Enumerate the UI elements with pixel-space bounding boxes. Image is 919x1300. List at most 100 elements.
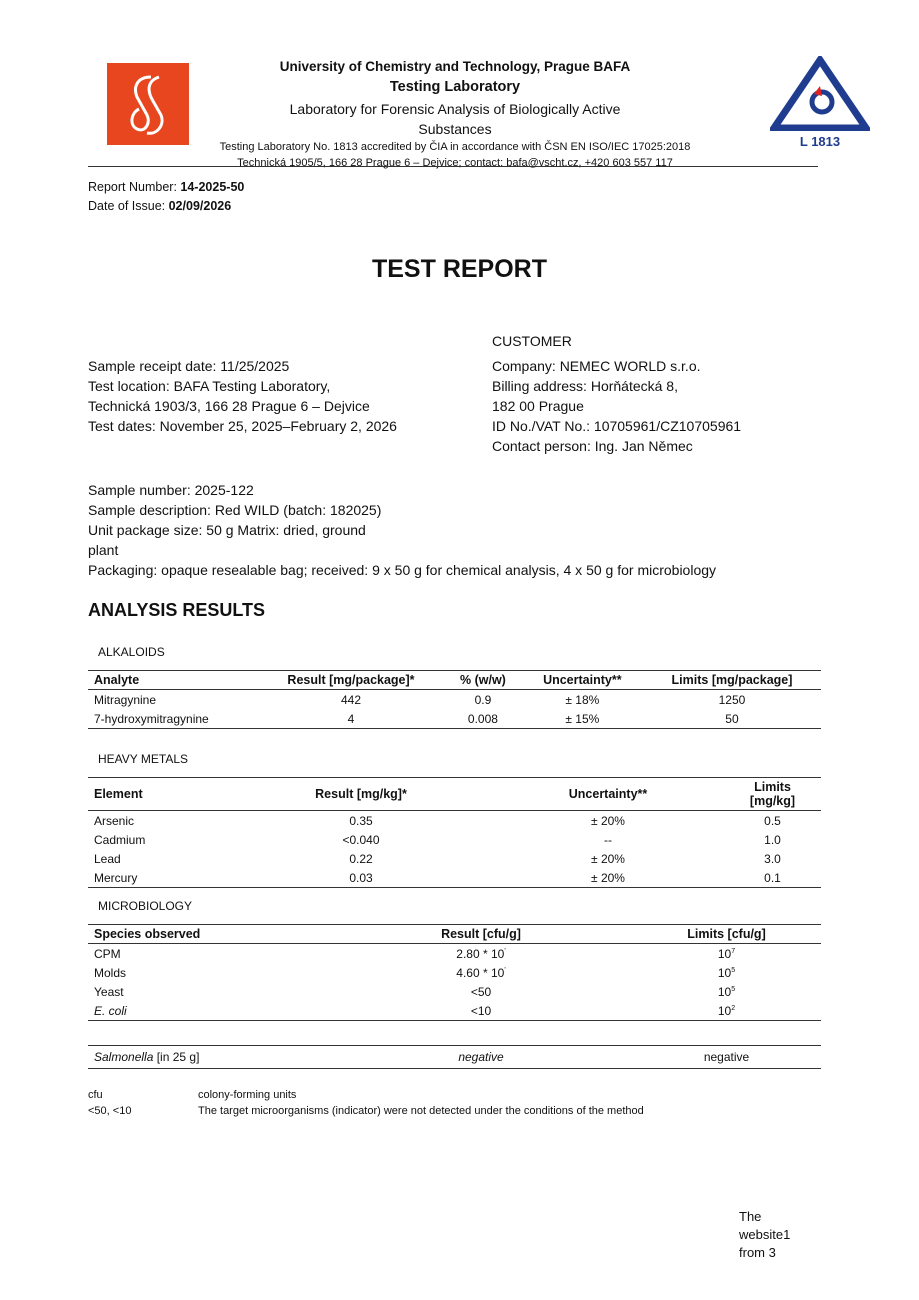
cell: 105 <box>632 963 821 982</box>
result: <10 <box>470 1003 492 1018</box>
table-row: Yeast <50 105 <box>88 982 821 1001</box>
table-header: Element Result [mg/kg]* Uncertainty** Li… <box>88 777 821 811</box>
results-heading: ANALYSIS RESULTS <box>88 600 266 620</box>
result: 4.60 * 10 <box>456 965 505 980</box>
alkaloids-table: Analyte Result [mg/package]* % (w/w) Unc… <box>88 670 821 729</box>
salmonella-label: Salmonella <box>94 1050 154 1064</box>
report-title: TEST REPORT <box>371 255 547 283</box>
limit: 10 <box>717 984 732 999</box>
table-row: Mitragynine 442 0.9 ± 18% 1250 <box>88 690 821 710</box>
sample-number: Sample number: 2025-122 <box>88 482 254 498</box>
cell: Lead <box>94 851 121 866</box>
micro-table: Species observed Result [cfu/g] Limits [… <box>88 924 821 1021</box>
alkaloids-heading: ALKALOIDS <box>98 645 165 659</box>
report-number-value: 14-2025-50 <box>180 180 245 194</box>
customer-company: Company: NEMEC WORLD s.r.o. <box>492 358 701 374</box>
species: Molds <box>94 965 127 980</box>
test-address: Technická 1903/3, 166 28 Prague 6 – Dejv… <box>88 398 370 414</box>
table-row: Molds 4.60 * 10' 105 <box>88 963 821 982</box>
table-row: Arsenic 0.35 ± 20% 0.5 <box>88 811 821 831</box>
note-row: <50, <10 The target microorganisms (indic… <box>88 1103 644 1119</box>
customer-heading: CUSTOMER <box>492 333 572 349</box>
limit: 10 <box>717 946 732 961</box>
col-limits: Limits [mg/package] <box>642 670 821 690</box>
cell: 7-hydroxymitragynine <box>88 709 258 729</box>
note-def: colony-forming units <box>198 1089 297 1101</box>
cell: E. coli <box>88 1001 330 1021</box>
table-row: Cadmium <0.040 -- 1.0 <box>88 830 821 849</box>
metals-heading: HEAVY METALS <box>98 752 189 766</box>
cell: 4.60 * 10' <box>330 963 632 982</box>
col-percent: % (w/w) <box>444 670 522 690</box>
result-exponent: ' <box>504 966 506 974</box>
cell: 4 <box>257 709 445 729</box>
issue-date: Date of Issue: 02/09/2026 <box>88 197 244 216</box>
cell: 0.9 <box>474 692 492 707</box>
table-row: Mercury 0.03 ± 20% 0.1 <box>88 868 821 888</box>
limit-exponent: 2 <box>731 1004 736 1012</box>
lab-full-name: Laboratory for Forensic Analysis of Biol… <box>289 101 621 137</box>
salmonella-table: Salmonella [in 25 g] negative negative <box>88 1045 821 1069</box>
test-location: Test location: BAFA Testing Laboratory, <box>88 378 331 394</box>
result-exponent: ' <box>504 947 506 955</box>
cell: 2.80 * 10' <box>330 944 632 964</box>
test-dates: Test dates: November 25, 2025–February 2… <box>88 418 397 434</box>
table-header: Analyte Result [mg/package]* % (w/w) Unc… <box>88 670 821 690</box>
table-row: 7-hydroxymitragynine 4 0.008 ± 15% 50 <box>88 709 821 729</box>
customer-billing: Billing address: Horňátecká 8, <box>492 378 678 394</box>
table-header: Species observed Result [cfu/g] Limits [… <box>88 924 821 944</box>
customer-city: 182 00 Prague <box>492 398 584 414</box>
cell: 107 <box>632 944 821 964</box>
accreditation-badge: L 1813 <box>767 53 873 149</box>
cell: Mercury <box>88 868 230 888</box>
table-row: E. coli <10 102 <box>88 1001 821 1021</box>
cell: 0.1 <box>724 868 821 888</box>
cell: -- <box>604 832 612 847</box>
cell: Arsenic <box>94 813 135 828</box>
cell: ± 20% <box>591 851 625 866</box>
issue-date-label: Date of Issue: <box>88 199 169 213</box>
cell: 0.35 <box>349 813 373 828</box>
issue-date-value: 02/09/2026 <box>168 199 232 213</box>
customer-info: CUSTOMER Company: NEMEC WORLD s.r.o. Bil… <box>492 331 741 456</box>
cell: Mitragynine <box>94 692 157 707</box>
limit-exponent: 5 <box>731 966 736 974</box>
cell: <0.040 <box>342 832 380 847</box>
salmonella-result: negative <box>458 1050 504 1064</box>
salmonella-limit: negative <box>632 1045 821 1069</box>
cell: ± 18% <box>565 692 600 707</box>
result: <50 <box>470 984 492 999</box>
footer-line: website1 <box>739 1227 791 1242</box>
cell: Yeast <box>88 982 330 1001</box>
notes: cfu colony-forming units <50, <10 The targ… <box>88 1087 644 1119</box>
package-size-cont: plant <box>88 542 119 558</box>
col-result: Result [mg/package]* <box>257 670 445 690</box>
package-size: Unit package size: 50 g Matrix: dried, g… <box>88 522 366 538</box>
cell: 442 <box>340 692 361 707</box>
report-number: Report Number: 14-2025-50 <box>88 178 244 197</box>
cell: CPM <box>88 944 330 964</box>
cell: 0.03 <box>230 868 492 888</box>
table-row: CPM 2.80 * 10' 107 <box>88 944 821 964</box>
cell: Molds <box>88 963 330 982</box>
metals-table: Element Result [mg/kg]* Uncertainty** Li… <box>88 777 821 888</box>
species: Yeast <box>94 984 124 999</box>
col-species: Species observed <box>88 924 330 944</box>
cell: ± 15% <box>521 709 643 729</box>
customer-id: ID No./VAT No.: 10705961/CZ10705961 <box>492 418 742 434</box>
cell: 3.0 <box>764 851 781 866</box>
col-uncertainty: Uncertainty** <box>521 670 643 690</box>
cell: Cadmium <box>94 832 146 847</box>
limit: 10 <box>717 1003 732 1018</box>
lab-name: Testing Laboratory <box>389 79 521 95</box>
header-divider <box>88 166 818 167</box>
cell: ± 20% <box>492 868 724 888</box>
limit-exponent: 7 <box>731 947 736 955</box>
col-uncertainty: Uncertainty** <box>492 777 724 811</box>
cell: <10 <box>330 1001 632 1021</box>
species: E. coli <box>94 1003 127 1018</box>
cell: 1250 <box>718 692 746 707</box>
limit-exponent: 5 <box>731 985 736 993</box>
cell: 102 <box>632 1001 821 1021</box>
